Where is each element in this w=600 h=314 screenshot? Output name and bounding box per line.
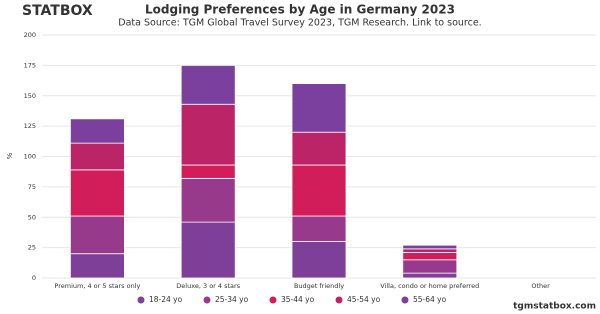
legend-swatch (203, 296, 211, 304)
y-tick-label: 150 (24, 92, 36, 100)
chart-title: Lodging Preferences by Age in Germany 20… (145, 3, 455, 17)
bar-segment (402, 272, 458, 279)
y-tick-label: 0 (32, 274, 36, 282)
brand-logo: STATBOX (22, 3, 93, 19)
bar-segment (180, 177, 236, 223)
bar-segment (70, 118, 125, 144)
y-tick-label: 75 (28, 183, 36, 191)
chart-subtitle: Data Source: TGM Global Travel Survey 20… (118, 18, 481, 29)
bar-segment (70, 169, 125, 217)
legend-label: 55-64 yo (413, 295, 447, 304)
legend-label: 25-34 yo (215, 295, 249, 304)
bar-segment (402, 252, 458, 261)
bar-segment (70, 142, 125, 171)
legend-swatch (269, 296, 277, 304)
bar-segment (70, 215, 125, 255)
x-tick-label: Premium, 4 or 5 stars only (54, 282, 140, 290)
y-tick-label: 200 (24, 31, 36, 39)
legend-label: 18-24 yo (149, 295, 183, 304)
footer-link[interactable]: tgmstatbox.com (513, 302, 596, 312)
x-tick-label: Deluxe, 3 or 4 stars (176, 282, 240, 290)
bar-segment (402, 244, 458, 250)
x-tick-label: Villa, condo or home preferred (380, 282, 479, 290)
bar-segment (291, 83, 347, 133)
x-tick-label: Other (531, 282, 550, 290)
bar-segment (291, 241, 347, 279)
y-tick-label: 125 (24, 122, 36, 130)
bar-segment (180, 103, 236, 166)
bar-segment (402, 259, 458, 274)
bar-segment (180, 164, 236, 179)
bar-segment (70, 253, 125, 279)
y-axis-label: % (6, 152, 14, 159)
legend-label: 45-54 yo (347, 295, 381, 304)
y-tick-label: 175 (24, 61, 36, 69)
legend-label: 35-44 yo (281, 295, 315, 304)
y-tick-label: 50 (28, 213, 36, 221)
bar-segment (180, 64, 236, 105)
bar-segment (291, 131, 347, 166)
y-tick-label: 100 (24, 153, 36, 161)
x-tick-label: Budget friendly (294, 282, 344, 290)
bar-segment (291, 215, 347, 242)
bar-segment (402, 248, 458, 253)
legend-swatch (137, 296, 145, 304)
legend-swatch (401, 296, 409, 304)
y-tick-label: 25 (28, 244, 36, 252)
legend-swatch (335, 296, 343, 304)
bar-segment (291, 164, 347, 217)
bar-segment (180, 221, 236, 279)
